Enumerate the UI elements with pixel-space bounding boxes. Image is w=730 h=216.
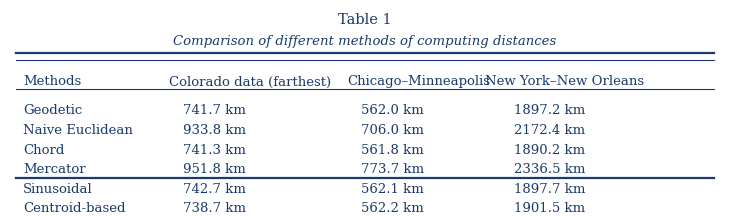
Text: Mercator: Mercator [23,163,86,176]
Text: Centroid-based: Centroid-based [23,202,126,215]
Text: 741.3 km: 741.3 km [183,144,246,157]
Text: Sinusoidal: Sinusoidal [23,183,93,196]
Text: 1897.7 km: 1897.7 km [514,183,585,196]
Text: 562.2 km: 562.2 km [361,202,424,215]
Text: 2172.4 km: 2172.4 km [514,124,585,137]
Text: Comparison of different methods of computing distances: Comparison of different methods of compu… [174,35,556,48]
Text: 706.0 km: 706.0 km [361,124,424,137]
Text: Colorado data (farthest): Colorado data (farthest) [169,75,331,89]
Text: 562.1 km: 562.1 km [361,183,424,196]
Text: Methods: Methods [23,75,82,89]
Text: 1901.5 km: 1901.5 km [514,202,585,215]
Text: Chicago–Minneapolis: Chicago–Minneapolis [347,75,490,89]
Text: Chord: Chord [23,144,64,157]
Text: 951.8 km: 951.8 km [183,163,246,176]
Text: 773.7 km: 773.7 km [361,163,424,176]
Text: Table 1: Table 1 [338,13,392,27]
Text: 933.8 km: 933.8 km [183,124,246,137]
Text: Naive Euclidean: Naive Euclidean [23,124,133,137]
Text: 562.0 km: 562.0 km [361,104,424,118]
Text: 738.7 km: 738.7 km [183,202,246,215]
Text: 1890.2 km: 1890.2 km [514,144,585,157]
Text: 741.7 km: 741.7 km [183,104,246,118]
Text: 1897.2 km: 1897.2 km [514,104,585,118]
Text: 561.8 km: 561.8 km [361,144,424,157]
Text: 742.7 km: 742.7 km [183,183,246,196]
Text: New York–New Orleans: New York–New Orleans [485,75,644,89]
Text: 2336.5 km: 2336.5 km [514,163,585,176]
Text: Geodetic: Geodetic [23,104,82,118]
